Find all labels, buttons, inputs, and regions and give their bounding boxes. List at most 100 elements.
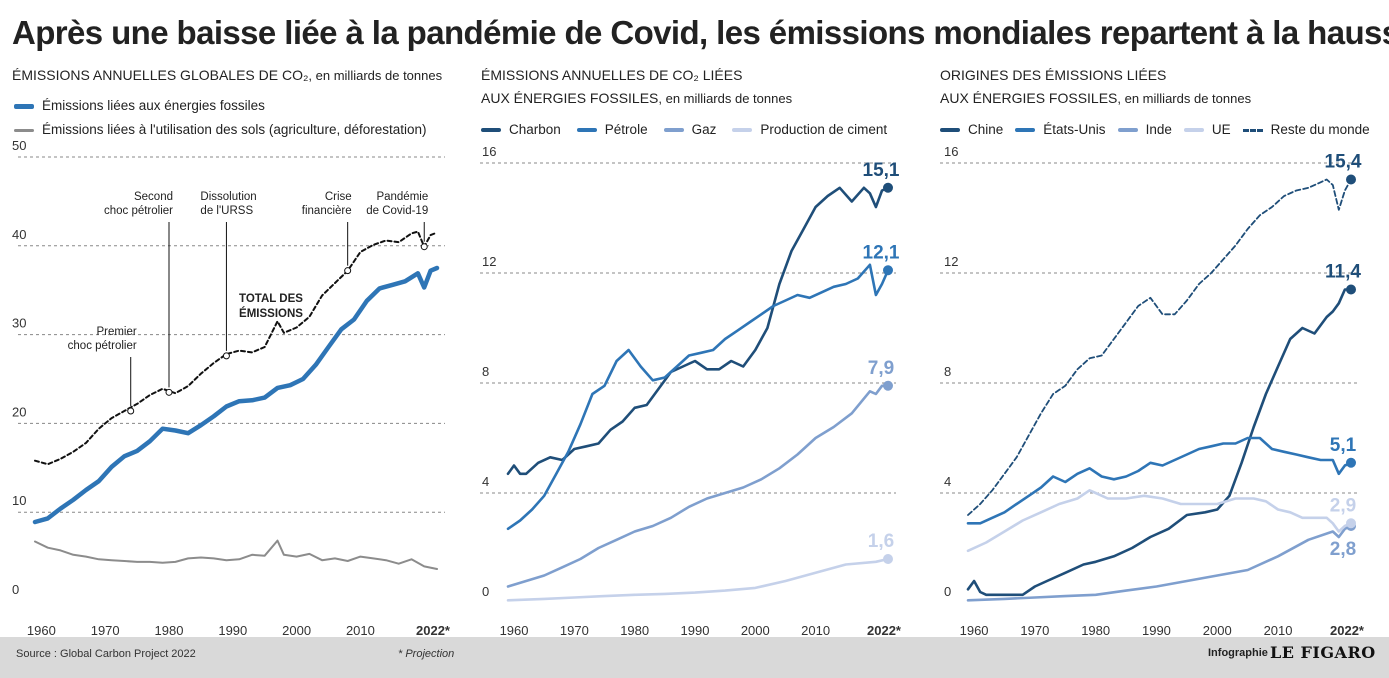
- x-tick-label: 2022*: [1330, 623, 1365, 638]
- end-label-gaz: 7,9: [868, 358, 894, 379]
- series-line-inde: [966, 524, 1353, 602]
- annotation-crise-financiere: Crise financière: [302, 191, 352, 275]
- panel-3-title: ORIGINES DES ÉMISSIONS LIÉES AUX ÉNERGIE…: [940, 64, 1251, 110]
- legend-item-etats-unis: États-Unis: [1015, 118, 1106, 142]
- legend-swatch-ciment: [732, 128, 753, 132]
- annotation-dissolution-de-l-urss: Dissolution de l'URSS: [200, 191, 257, 360]
- end-label-reste-du-monde: 15,4: [1325, 152, 1362, 173]
- end-point-chine: [1346, 284, 1356, 295]
- y-tick-label: 8: [482, 364, 489, 379]
- panel-2-title-text: ÉMISSIONS ANNUELLES DE CO₂ LIÉES: [481, 67, 743, 83]
- legend-swatch-inde: [1117, 128, 1138, 132]
- panel-1-title-unit: , en milliards de tonnes: [308, 68, 443, 83]
- series-line-total-des-emissions: [34, 230, 438, 466]
- end-label-ue: 2,9: [1330, 495, 1356, 516]
- legend-item-sols: Émissions liées à l'utilisation des sols…: [14, 118, 427, 142]
- panel-3-legend: Chine États-Unis Inde UE Reste du monde: [940, 118, 1370, 142]
- annotation-premier-choc-petrolier: Premier choc pétrolier: [68, 326, 137, 415]
- y-tick-label: 0: [482, 584, 489, 599]
- legend-label-reste-du-monde: Reste du monde: [1270, 122, 1370, 137]
- total-label-line2: ÉMISSIONS: [239, 307, 303, 320]
- legend-label-charbon: Charbon: [509, 122, 561, 137]
- y-tick-label: 8: [944, 364, 951, 379]
- annotation-marker: [420, 243, 428, 251]
- legend-label-gaz: Gaz: [691, 122, 717, 137]
- annotation-label: choc pétrolier: [104, 205, 173, 217]
- y-tick-label: 12: [482, 254, 496, 269]
- y-tick-label: 40: [12, 227, 26, 242]
- x-tick-label: 1990: [1142, 623, 1171, 638]
- end-point-gaz: [883, 380, 893, 391]
- end-point-etats-unis: [1346, 457, 1356, 468]
- series-line-emissions-liees-aux-energies-fossiles: [32, 265, 440, 525]
- end-label-production-de-ciment: 1,6: [868, 531, 894, 552]
- legend-item-charbon: Charbon: [481, 118, 561, 142]
- annotation-marker: [344, 267, 352, 275]
- panel-3-title-line2: AUX ÉNERGIES FOSSILES, en milliards de t…: [940, 87, 1251, 110]
- end-label-petrole: 12,1: [863, 242, 900, 263]
- annotation-pandemie-de-covid-19: Pandémie de Covid-19: [366, 191, 428, 251]
- legend-item-ue: UE: [1183, 118, 1231, 142]
- legend-label-petrole: Pétrole: [604, 122, 648, 137]
- panel-3-title-text: ORIGINES DES ÉMISSIONS LIÉES: [940, 67, 1167, 83]
- end-point-charbon: [883, 182, 893, 193]
- x-tick-label: 1960: [960, 623, 989, 638]
- y-tick-label: 10: [12, 493, 26, 508]
- annotation-label: Second: [134, 191, 173, 203]
- x-tick-label: 1970: [1020, 623, 1049, 638]
- x-tick-label: 2022*: [867, 623, 902, 638]
- legend-item-fossiles: Émissions liées aux énergies fossiles: [14, 94, 265, 118]
- panel-3-title-text-2: AUX ÉNERGIES FOSSILES: [940, 90, 1118, 106]
- legend-label-fossiles: Émissions liées aux énergies fossiles: [42, 98, 265, 113]
- end-label-etats-unis: 5,1: [1330, 435, 1357, 456]
- panel-3-title-unit: , en milliards de tonnes: [1117, 91, 1252, 106]
- legend-swatch-reste-du-monde: [1242, 128, 1263, 132]
- end-label-inde: 2,8: [1330, 539, 1356, 560]
- x-tick-label: 1960: [27, 623, 56, 638]
- x-tick-label: 1970: [560, 623, 589, 638]
- panel-2-title-line2: AUX ÉNERGIES FOSSILES, en milliards de t…: [481, 87, 792, 110]
- y-tick-label: 0: [12, 582, 19, 597]
- legend-swatch-petrole: [576, 128, 597, 132]
- panel-3-title-line1: ORIGINES DES ÉMISSIONS LIÉES: [940, 64, 1251, 87]
- projection-note: * Projection: [398, 648, 455, 660]
- end-label-chine: 11,4: [1325, 262, 1361, 283]
- legend-swatch-fossiles: [14, 103, 34, 109]
- end-point-ue: [1346, 518, 1356, 529]
- x-tick-label: 1960: [500, 623, 529, 638]
- x-tick-label: 2010: [801, 623, 830, 638]
- annotation-marker: [127, 407, 135, 415]
- panel-1-title-text: ÉMISSIONS ANNUELLES GLOBALES DE CO₂: [12, 67, 309, 83]
- y-tick-label: 50: [12, 138, 26, 153]
- legend-item-reste-du-monde: Reste du monde: [1242, 118, 1370, 142]
- legend-label-ue: UE: [1211, 122, 1231, 137]
- series-line-chine: [966, 288, 1353, 597]
- end-label-charbon: 15,1: [863, 160, 900, 181]
- x-tick-label: 2000: [282, 623, 311, 638]
- panel-1-title: ÉMISSIONS ANNUELLES GLOBALES DE CO₂, en …: [12, 64, 442, 87]
- x-tick-label: 1980: [155, 623, 184, 638]
- annotation-label: financière: [302, 205, 352, 217]
- legend-swatch-charbon: [481, 128, 501, 132]
- annotation-label: Premier: [96, 326, 136, 338]
- legend-item-ciment: Production de ciment: [732, 118, 887, 142]
- y-tick-label: 20: [12, 404, 26, 419]
- chart-fossil-sources: 0 4 8 12 16 1960 1970 1980 1990 2000 2010 2022* 15,1…: [480, 144, 902, 638]
- legend-label-sols: Émissions liées à l'utilisation des sols…: [42, 122, 427, 137]
- legend-label-inde: Inde: [1145, 122, 1172, 137]
- annotation-second-choc-petrolier: Second choc pétrolier: [104, 191, 173, 396]
- annotation-label: Pandémie: [376, 191, 428, 203]
- panel-2-title-unit: , en milliards de tonnes: [658, 91, 793, 106]
- series-line-gaz: [506, 384, 890, 588]
- y-tick-label: 0: [944, 584, 951, 599]
- legend-swatch-chine: [940, 128, 960, 132]
- legend-item-petrole: Pétrole: [576, 118, 648, 142]
- legend-item-gaz: Gaz: [663, 118, 717, 142]
- y-tick-label: 12: [944, 254, 958, 269]
- y-tick-label: 4: [482, 474, 489, 489]
- legend-swatch-etats-unis: [1015, 128, 1036, 132]
- series-line-ue: [966, 488, 1353, 553]
- series-line-petrole: [506, 263, 890, 531]
- series-line-emissions-liees-a-l-utilisation-des-sols-agriculture-deforestation: [34, 539, 438, 570]
- le-figaro-logo: LE FIGARO: [1270, 643, 1376, 662]
